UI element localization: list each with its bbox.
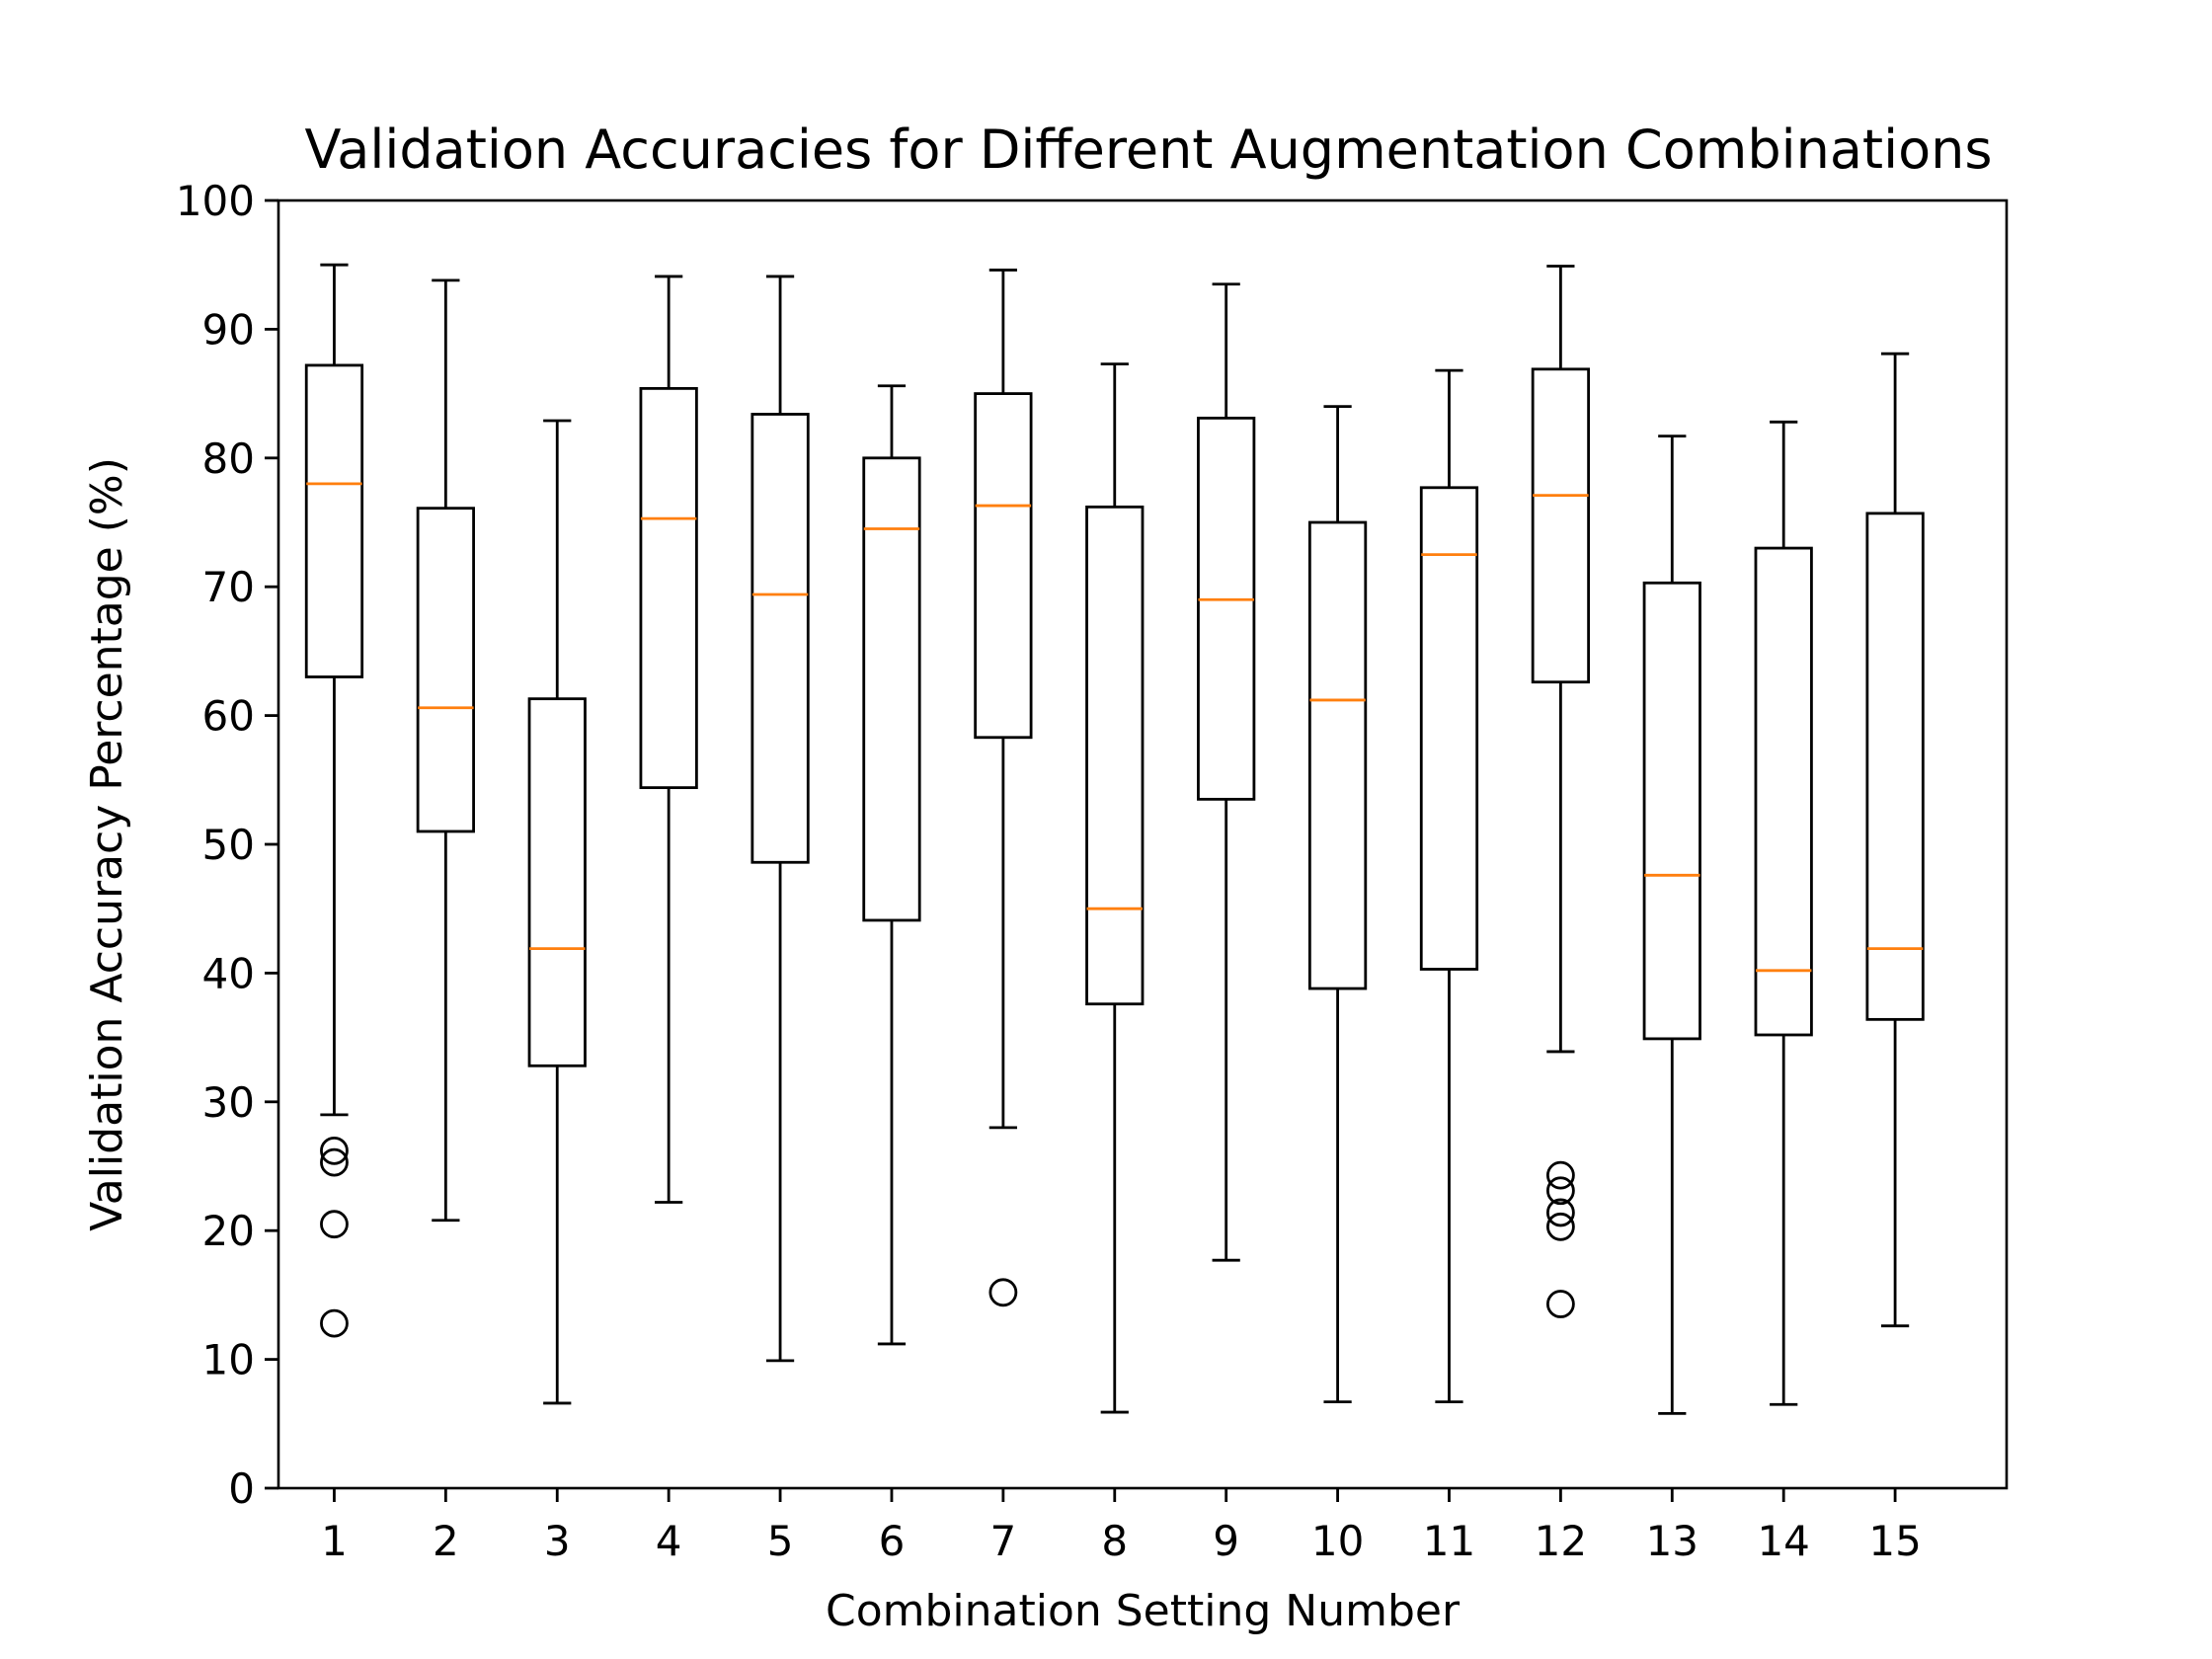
iqr-box [862, 456, 921, 922]
x-tick-label: 12 [1535, 1517, 1587, 1565]
x-tick-label: 8 [1101, 1517, 1128, 1565]
x-axis-label: Combination Setting Number [826, 1586, 1461, 1636]
outlier-point [320, 1308, 349, 1338]
x-tick-label: 9 [1213, 1517, 1239, 1565]
iqr-box [1307, 520, 1368, 990]
y-tick-label: 40 [202, 949, 255, 997]
x-tick-label: 2 [433, 1517, 459, 1565]
y-tick-label: 80 [202, 434, 255, 483]
x-tick-label: 13 [1646, 1517, 1698, 1565]
x-tick-label: 7 [990, 1517, 1017, 1565]
outlier-point [320, 1147, 349, 1177]
iqr-box [1419, 486, 1479, 971]
iqr-box [750, 413, 810, 864]
iqr-box [1754, 546, 1813, 1037]
iqr-box [1642, 581, 1701, 1041]
iqr-box [1085, 505, 1145, 1006]
x-tick-label: 15 [1868, 1517, 1921, 1565]
y-tick-label: 60 [202, 692, 255, 741]
iqr-box [1531, 367, 1591, 684]
outlier-point [1545, 1160, 1575, 1190]
y-tick-label: 0 [228, 1464, 255, 1513]
outlier-point [320, 1210, 349, 1239]
outlier-point [320, 1136, 349, 1165]
x-tick-label: 6 [879, 1517, 906, 1565]
x-tick-label: 14 [1757, 1517, 1809, 1565]
iqr-box [416, 507, 475, 833]
y-tick-label: 70 [202, 563, 255, 611]
iqr-box [639, 386, 698, 790]
y-tick-label: 100 [176, 177, 255, 225]
outlier-point [1545, 1290, 1575, 1318]
outlier-point [1545, 1212, 1575, 1241]
iqr-box [1865, 512, 1925, 1021]
y-tick-label: 20 [202, 1207, 255, 1255]
x-tick-label: 11 [1423, 1517, 1475, 1565]
plot-frame [276, 198, 2009, 1490]
iqr-box [304, 363, 364, 678]
iqr-box [1197, 416, 1256, 801]
x-tick-label: 4 [656, 1517, 682, 1565]
iqr-box [527, 697, 587, 1067]
x-tick-label: 5 [767, 1517, 794, 1565]
iqr-box [974, 392, 1033, 740]
x-tick-label: 1 [321, 1517, 348, 1565]
y-tick-label: 10 [202, 1336, 255, 1384]
y-tick-label: 90 [202, 305, 255, 354]
y-tick-label: 30 [202, 1078, 255, 1127]
outlier-point [1545, 1198, 1575, 1227]
x-tick-label: 3 [544, 1517, 571, 1565]
outlier-point [988, 1278, 1018, 1307]
outlier-point [1545, 1176, 1575, 1206]
chart-title: Validation Accuracies for Different Augm… [304, 118, 1992, 181]
y-axis-label: Validation Accuracy Percentage (%) [82, 457, 132, 1231]
x-tick-label: 10 [1311, 1517, 1364, 1565]
y-tick-label: 50 [202, 821, 255, 869]
